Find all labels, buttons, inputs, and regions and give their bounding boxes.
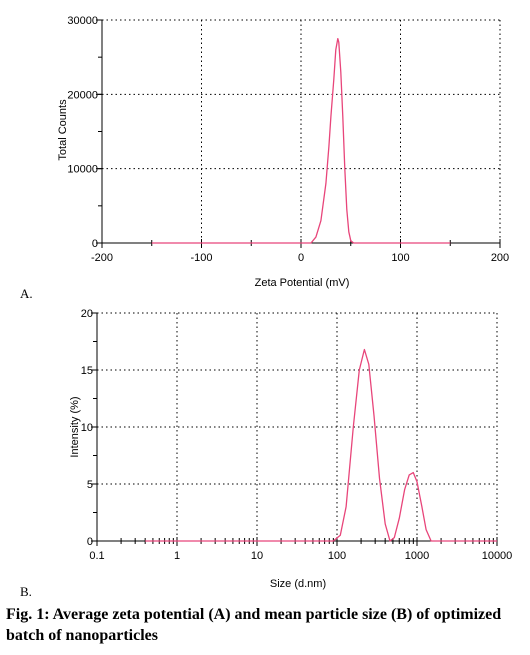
y-tick-label: 20: [81, 308, 93, 320]
y-tick-label: 0: [92, 238, 98, 250]
panel-label-a: A.: [20, 286, 33, 301]
x-tick-label: -100: [190, 252, 212, 264]
y-tick-label: 30000: [67, 15, 98, 27]
y-tick-label: 10: [81, 422, 93, 434]
series-line: [145, 348, 497, 542]
x-axis-label: Zeta Potential (mV): [255, 277, 350, 289]
x-tick-label: 0.1: [89, 550, 104, 562]
y-tick-label: 0: [87, 536, 93, 548]
panel-label-b: B.: [20, 584, 32, 599]
x-tick-label: 1000: [405, 550, 429, 562]
x-tick-label: 200: [491, 252, 509, 264]
x-tick-label: 10: [251, 550, 263, 562]
x-tick-label: 1: [174, 550, 180, 562]
zeta-potential-chart: A. Zeta Potential (mV) Total Counts -200…: [20, 15, 509, 301]
y-tick-label: 20000: [67, 89, 98, 101]
y-axis-label: Total Counts: [57, 99, 69, 161]
x-tick-label: 100: [328, 550, 346, 562]
y-tick-label: 10000: [67, 164, 98, 176]
y-tick-label: 5: [87, 479, 93, 491]
x-axis-label: Size (d.nm): [270, 578, 326, 590]
x-tick-label: 0: [298, 252, 304, 264]
x-tick-label: 100: [391, 252, 409, 264]
x-tick-label: 10000: [482, 550, 513, 562]
x-tick-label: -200: [91, 252, 113, 264]
particle-size-chart: B. Size (d.nm) Intensity (%) 0.1 1 10 100 10…: [20, 308, 512, 599]
y-tick-label: 15: [81, 365, 93, 377]
figure-caption: Fig. 1: Average zeta potential (A) and m…: [6, 606, 502, 644]
y-axis-label: Intensity (%): [69, 396, 81, 457]
series-line: [151, 37, 451, 244]
